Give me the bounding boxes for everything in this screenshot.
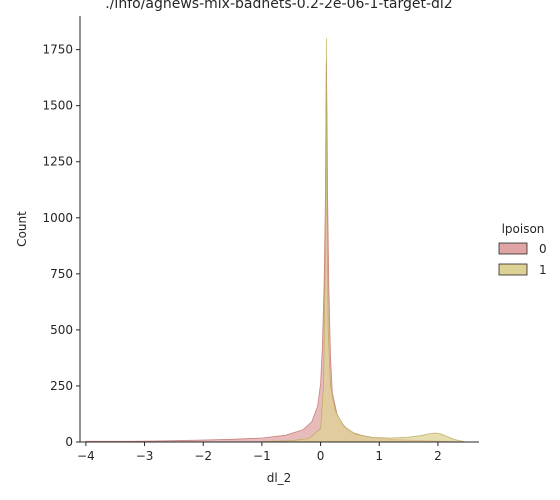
x-tick-label: −3	[136, 449, 154, 463]
y-tick-label: 750	[50, 267, 73, 281]
y-tick-label: 1750	[42, 43, 73, 57]
legend-swatch-0	[498, 242, 528, 255]
y-tick-label: 1500	[42, 99, 73, 113]
x-tick-label: −2	[194, 449, 212, 463]
x-axis: −4 −3 −2 −1 0 1 2	[77, 441, 479, 463]
histogram-series-1	[261, 38, 468, 443]
y-axis-label: Count	[15, 211, 29, 247]
y-tick-label: 500	[50, 323, 73, 337]
plot-area	[85, 38, 468, 443]
legend-title: lpoison	[502, 222, 545, 236]
x-tick-label: −1	[253, 449, 271, 463]
x-tick-label: −4	[77, 449, 95, 463]
legend-label-1: 1	[539, 263, 547, 277]
x-tick-label: 1	[375, 449, 383, 463]
chart-title: ./info/agnews-mix-badnets-0.2-2e-06-1-ta…	[105, 0, 452, 12]
x-tick-label: 0	[317, 449, 325, 463]
legend: lpoison 0 1	[498, 222, 547, 277]
legend-swatch-1	[498, 263, 528, 276]
histogram-series-0	[85, 60, 462, 443]
y-tick-label: 1000	[42, 211, 73, 225]
y-tick-label: 250	[50, 379, 73, 393]
x-tick-label: 2	[434, 449, 442, 463]
legend-label-0: 0	[539, 242, 547, 256]
y-axis: 0 250 500 750 1000 1250 1500 1750	[42, 16, 81, 449]
y-tick-label: 1250	[42, 155, 73, 169]
x-axis-label: dl_2	[267, 471, 292, 485]
y-tick-label: 0	[65, 435, 73, 449]
